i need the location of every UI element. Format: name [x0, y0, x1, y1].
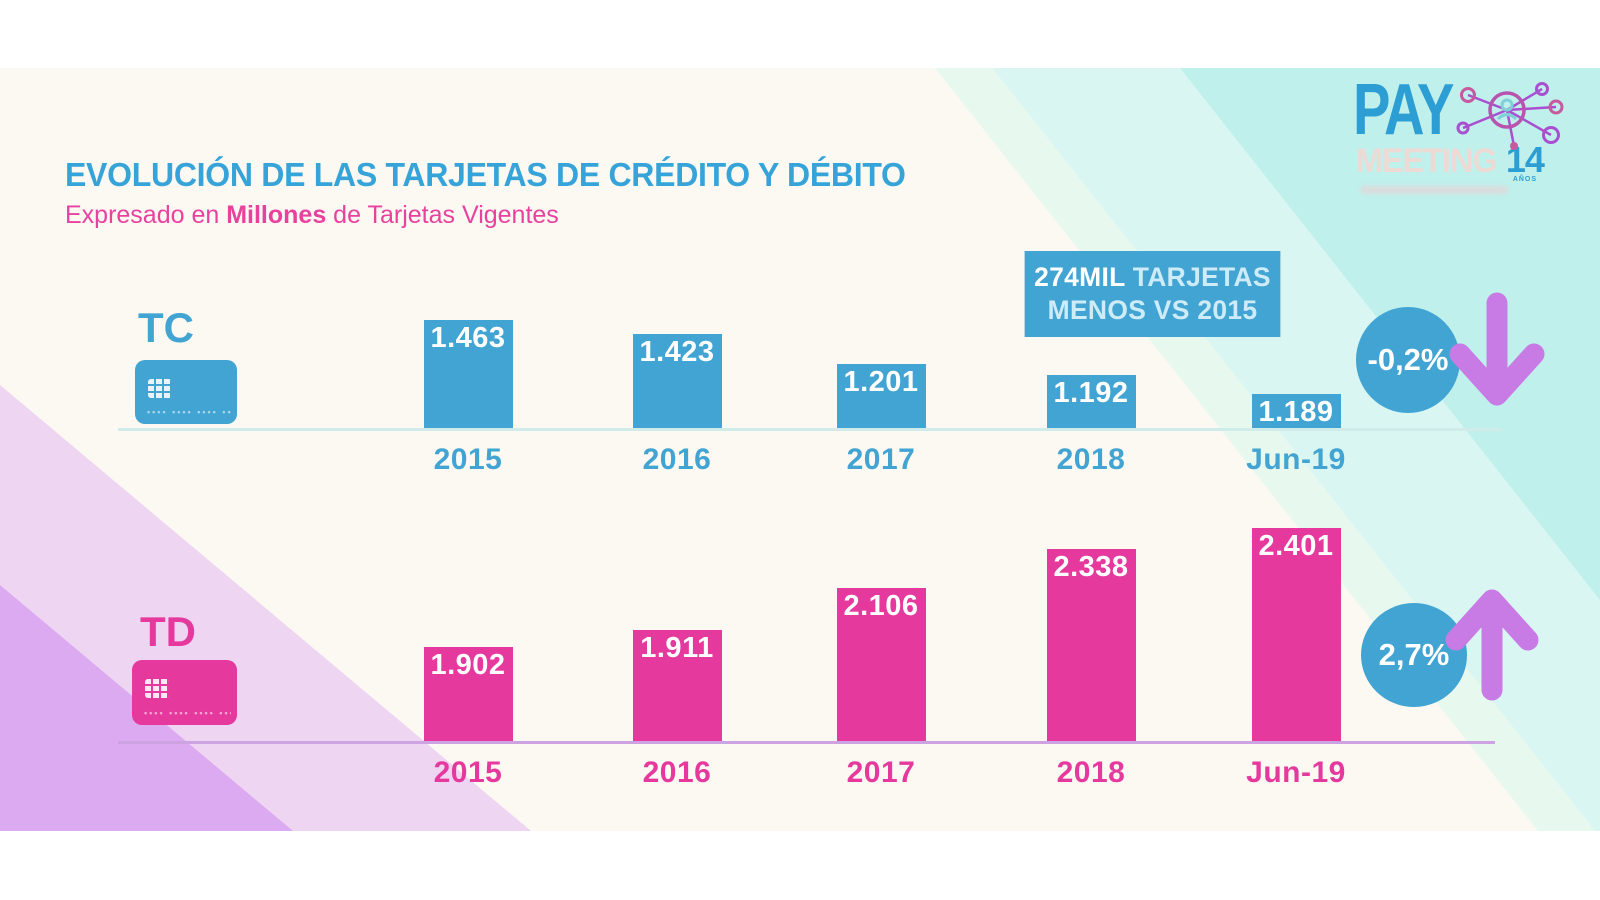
card-chip-icon — [148, 379, 172, 398]
page-title: EVOLUCIÓN DE LAS TARJETAS DE CRÉDITO Y D… — [65, 156, 906, 193]
tc-card-number: •••• •••• •••• •••• — [147, 407, 231, 417]
logo-years-caption: AÑOS — [1512, 176, 1538, 183]
td-category-label-2016: 2016 — [642, 756, 712, 789]
td-category-label-2015: 2015 — [433, 756, 503, 789]
tc-category-label-2017: 2017 — [846, 443, 916, 476]
debit-card-icon: •••• •••• •••• •••• — [132, 660, 237, 725]
td-bar-2017: 2.106 — [836, 588, 926, 741]
people-network-icon — [1456, 82, 1564, 150]
td-axis-line — [118, 741, 1495, 744]
tc-bar-Jun-19: 1.189 — [1251, 394, 1341, 428]
td-series-label: TD — [140, 608, 196, 655]
td-category-label-2017: 2017 — [846, 756, 916, 789]
callout-line-1: 274MIL TARJETAS — [1034, 261, 1271, 294]
credit-card-icon: •••• •••• •••• •••• — [135, 360, 237, 424]
card-chip-icon — [145, 679, 169, 698]
page-subtitle: Expresado en Millones de Tarjetas Vigent… — [65, 201, 559, 230]
tc-bar-value-2016: 1.423 — [639, 336, 715, 368]
callout-line-2: MENOS VS 2015 — [1047, 295, 1258, 325]
tc-bar-2017: 1.201 — [836, 364, 926, 428]
subtitle-bold: Millones — [226, 201, 327, 229]
logo-word-pay: PAY — [1353, 70, 1454, 150]
td-bar-2016: 1.911 — [632, 630, 722, 741]
td-bar-value-2016: 1.911 — [640, 632, 714, 664]
td-bar-Jun-19: 2.401 — [1251, 528, 1341, 741]
td-category-label-2018: 2018 — [1056, 756, 1126, 789]
callout-line1-rest: TARJETAS — [1125, 262, 1271, 292]
logo-tagline-blur — [1360, 186, 1508, 194]
tc-category-label-2015: 2015 — [433, 443, 503, 476]
infographic-slide: EVOLUCIÓN DE LAS TARJETAS DE CRÉDITO Y D… — [0, 68, 1600, 831]
tc-bar-value-2018: 1.192 — [1053, 377, 1129, 409]
tc-bar-value-Jun-19: 1.189 — [1258, 396, 1334, 428]
subtitle-suffix: de Tarjetas Vigentes — [326, 201, 559, 229]
td-card-number: •••• •••• •••• •••• — [144, 708, 231, 718]
tc-bar-2016: 1.423 — [632, 334, 722, 428]
td-bar-value-2015: 1.902 — [430, 649, 506, 681]
tc-bar-value-2017: 1.201 — [843, 366, 919, 398]
tc-axis-line — [118, 428, 1502, 431]
tc-category-label-Jun-19: Jun-19 — [1246, 443, 1346, 476]
tc-bar-2018: 1.192 — [1046, 375, 1136, 428]
tc-category-label-2018: 2018 — [1056, 443, 1126, 476]
td-bar-value-2018: 2.338 — [1053, 551, 1129, 583]
paymeeting-logo: PAY MEETING 14 AÑOS — [1350, 70, 1570, 208]
tc-bar-value-2015: 1.463 — [430, 322, 506, 354]
subtitle-prefix: Expresado en — [65, 201, 227, 229]
tc-series-label: TC — [138, 304, 194, 351]
td-bar-value-Jun-19: 2.401 — [1258, 530, 1334, 562]
td-bar-value-2017: 2.106 — [843, 590, 919, 622]
callout-highlight: 274MIL — [1034, 262, 1126, 292]
td-category-label-Jun-19: Jun-19 — [1246, 756, 1346, 789]
tc-category-label-2016: 2016 — [642, 443, 712, 476]
tc-bar-2015: 1.463 — [423, 320, 513, 428]
td-change-badge: 2,7% — [1361, 603, 1467, 707]
tc-change-badge: -0,2% — [1356, 307, 1460, 413]
tc-annotation-callout: 274MIL TARJETAS MENOS VS 2015 — [1024, 251, 1281, 337]
td-bar-2018: 2.338 — [1046, 549, 1136, 741]
logo-word-meeting: MEETING — [1356, 142, 1497, 180]
td-bar-2015: 1.902 — [423, 647, 513, 741]
